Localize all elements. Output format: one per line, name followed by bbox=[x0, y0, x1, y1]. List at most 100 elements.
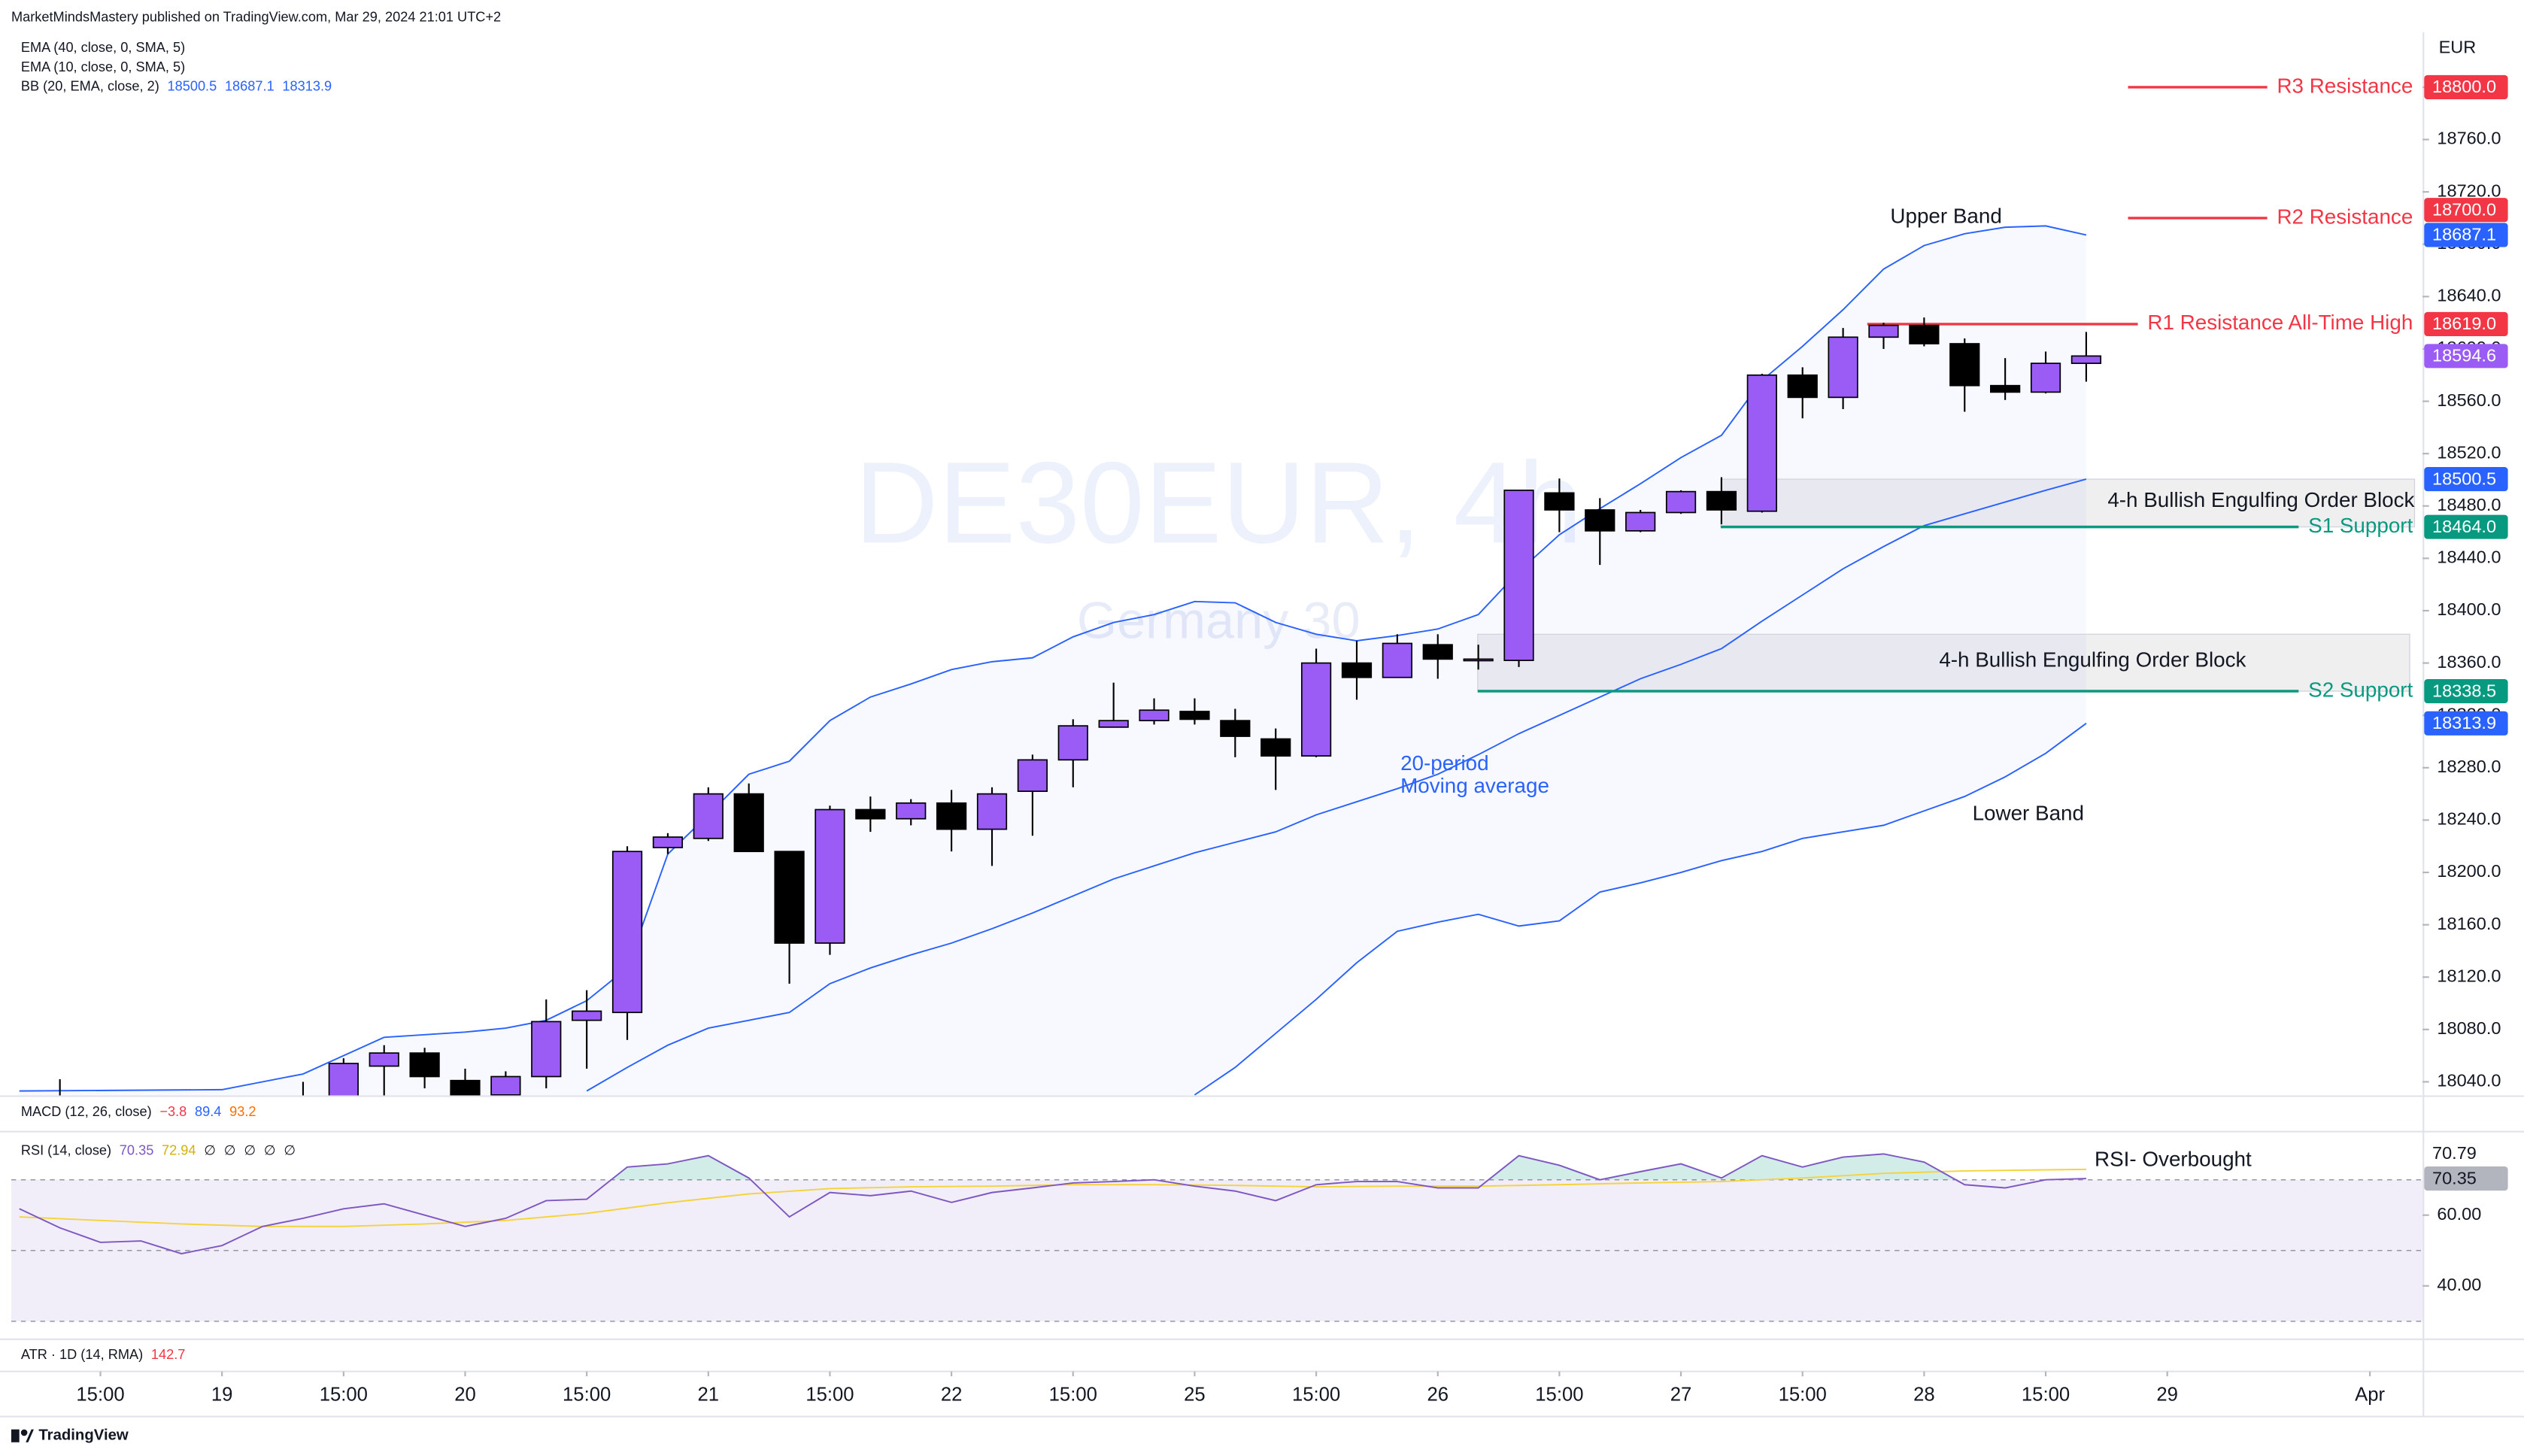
x-tick-label: 25 bbox=[1184, 1384, 1206, 1405]
rsi-y-tick-label: 40.00 bbox=[2437, 1275, 2481, 1294]
indicator-name: MACD (12, 26, close) bbox=[21, 1104, 152, 1119]
y-tick-label: 18080.0 bbox=[2437, 1018, 2501, 1038]
x-tick-label: 29 bbox=[2156, 1384, 2178, 1405]
candle-body bbox=[450, 1079, 481, 1097]
price-tag-label: 18464.0 bbox=[2432, 517, 2496, 536]
indicator-name: RSI (14, close) bbox=[21, 1142, 111, 1157]
x-tick-label: 15:00 bbox=[2022, 1384, 2070, 1405]
indicator-legend: EMA (40, close, 0, SMA, 5) bbox=[21, 40, 185, 55]
footer-logo-text: TradingView bbox=[38, 1427, 129, 1444]
candle-body bbox=[1179, 711, 1210, 720]
candle-body bbox=[1706, 490, 1737, 511]
annotation: 20-period bbox=[1400, 751, 1489, 775]
y-tick-label: 18560.0 bbox=[2437, 390, 2501, 410]
rsi-pane: RSI- Overbought bbox=[11, 1148, 2423, 1322]
candle-body bbox=[1746, 374, 1777, 512]
x-tick-label: 21 bbox=[698, 1384, 720, 1405]
y-tick-label: 18240.0 bbox=[2437, 809, 2501, 829]
x-tick-label: 15:00 bbox=[805, 1384, 854, 1405]
price-tag-label: 18687.1 bbox=[2432, 225, 2496, 244]
level-label: R3 Resistance bbox=[2277, 74, 2413, 97]
candle-body bbox=[774, 851, 805, 944]
indicator-value: ∅ bbox=[264, 1142, 276, 1157]
x-tick-label: 28 bbox=[1913, 1384, 1935, 1405]
candle-body bbox=[733, 793, 764, 853]
price-tag-label: 18700.0 bbox=[2432, 200, 2496, 220]
candle-body bbox=[1382, 642, 1412, 678]
indicator-name: BB (20, EMA, close, 2) bbox=[21, 78, 159, 93]
indicator-value: 93.2 bbox=[229, 1104, 256, 1119]
indicator-value: 18313.9 bbox=[282, 78, 332, 93]
y-tick-label: 18040.0 bbox=[2437, 1071, 2501, 1090]
price-tag-label: 18313.9 bbox=[2432, 713, 2496, 733]
candle-body bbox=[1463, 658, 1494, 662]
candle-body bbox=[1544, 492, 1575, 511]
price-tag bbox=[2424, 311, 2508, 336]
indicator-value: ∅ bbox=[224, 1142, 236, 1157]
price-tag-label: 18594.6 bbox=[2432, 346, 2496, 366]
logo bbox=[11, 1429, 34, 1442]
x-tick-label: 26 bbox=[1427, 1384, 1449, 1405]
candle-body bbox=[369, 1052, 399, 1067]
candle-body bbox=[1503, 490, 1534, 661]
annotation: Lower Band bbox=[1973, 801, 2084, 824]
x-tick-label: 27 bbox=[1670, 1384, 1692, 1405]
rsi-overbought-fill bbox=[611, 1154, 2086, 1180]
candle-body bbox=[652, 836, 684, 848]
indicator-value: ∅ bbox=[204, 1142, 216, 1157]
order-block-label: 4-h Bullish Engulfing Order Block bbox=[1939, 648, 2246, 671]
level-label: R1 Resistance All-Time High bbox=[2147, 311, 2413, 334]
candle-body bbox=[693, 793, 724, 839]
indicator-legend: EMA (10, close, 0, SMA, 5) bbox=[21, 59, 185, 74]
y-tick-label: 18400.0 bbox=[2437, 599, 2501, 619]
candle-body bbox=[572, 1010, 602, 1021]
candle-body bbox=[1220, 720, 1251, 737]
candle-body bbox=[1098, 720, 1129, 728]
price-tag-label: 70.35 bbox=[2432, 1168, 2477, 1188]
band-fill-below bbox=[1146, 723, 2086, 1097]
price-tag bbox=[2424, 678, 2508, 704]
indicator-value: 18687.1 bbox=[225, 78, 275, 93]
level-label: S1 Support bbox=[2308, 514, 2413, 537]
y-tick-label: 18480.0 bbox=[2437, 495, 2501, 514]
level-label: S2 Support bbox=[2308, 678, 2413, 701]
candle-body bbox=[2070, 355, 2102, 364]
indicator-legend: MACD (12, 26, close) −3.8 89.4 93.2 bbox=[21, 1104, 256, 1119]
x-tick-label: 15:00 bbox=[1535, 1384, 1583, 1405]
indicator-value: 89.4 bbox=[195, 1104, 221, 1119]
x-tick-label: 20 bbox=[454, 1384, 476, 1405]
order-block-label: 4-h Bullish Engulfing Order Block bbox=[2107, 488, 2414, 511]
x-tick-label: 15:00 bbox=[76, 1384, 124, 1405]
x-tick-label: 15:00 bbox=[1779, 1384, 1827, 1405]
candle-body bbox=[1017, 759, 1048, 792]
indicator-name: ATR · 1D (14, RMA) bbox=[21, 1347, 143, 1362]
candle-body bbox=[531, 1021, 562, 1078]
candle-body bbox=[1300, 662, 1332, 757]
x-tick-label: Apr bbox=[2355, 1384, 2385, 1405]
candle-body bbox=[815, 808, 845, 944]
y-tick-label: 18360.0 bbox=[2437, 652, 2501, 672]
currency: EUR bbox=[2439, 37, 2477, 56]
candle-body bbox=[1057, 725, 1088, 761]
candle-body bbox=[1665, 490, 1697, 514]
x-tick-label: 15:00 bbox=[1049, 1384, 1097, 1405]
indicator-value: 142.7 bbox=[151, 1347, 186, 1362]
candle-body bbox=[490, 1075, 521, 1096]
price-tag bbox=[2424, 74, 2508, 99]
price-tag-label: 18338.5 bbox=[2432, 681, 2496, 700]
candle-body bbox=[611, 851, 643, 1014]
candle-body bbox=[976, 793, 1008, 830]
price-tag bbox=[2424, 223, 2508, 247]
rsi-y-tick-label: 60.00 bbox=[2437, 1204, 2481, 1224]
price-tag-label: 18619.0 bbox=[2432, 314, 2496, 333]
indicator-value: ∅ bbox=[244, 1142, 256, 1157]
price-tag bbox=[2424, 344, 2508, 369]
level-label: R2 Resistance bbox=[2277, 205, 2413, 228]
y-tick-label: 18760.0 bbox=[2437, 129, 2501, 148]
rsi-overbought-group bbox=[611, 1154, 2086, 1180]
axes: 18040.0 18080.0 18120.0 18160.0 18200.0 18240… bbox=[76, 74, 2508, 1405]
y-tick-label: 18440.0 bbox=[2437, 548, 2501, 567]
candle-body bbox=[1909, 324, 1940, 344]
